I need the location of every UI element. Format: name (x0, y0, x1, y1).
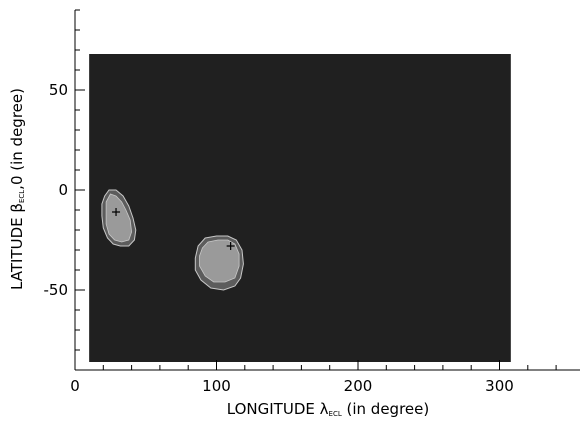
y-axis-label: LATITUDE βECL,0 (in degree) (8, 88, 26, 290)
region-1-center-marker (112, 208, 121, 216)
region-2-center-marker (226, 242, 235, 250)
map-background (89, 54, 511, 362)
x-tick-label: 200 (344, 377, 373, 395)
region-1-inner-contour (105, 193, 133, 243)
region-2-inner-contour (199, 239, 240, 283)
y-tick-label: 50 (49, 81, 68, 99)
map-layer (89, 54, 511, 362)
y-tick-label: 0 (58, 181, 68, 199)
x-axis-label: LONGITUDE λECL (in degree) (227, 400, 429, 418)
x-tick-label: 100 (202, 377, 231, 395)
ticks-layer: 0 100 200 300 -50 0 50 (44, 9, 557, 395)
x-tick-label: 0 (70, 377, 80, 395)
x-tick-label: 300 (485, 377, 514, 395)
y-tick-label: -50 (44, 281, 69, 299)
